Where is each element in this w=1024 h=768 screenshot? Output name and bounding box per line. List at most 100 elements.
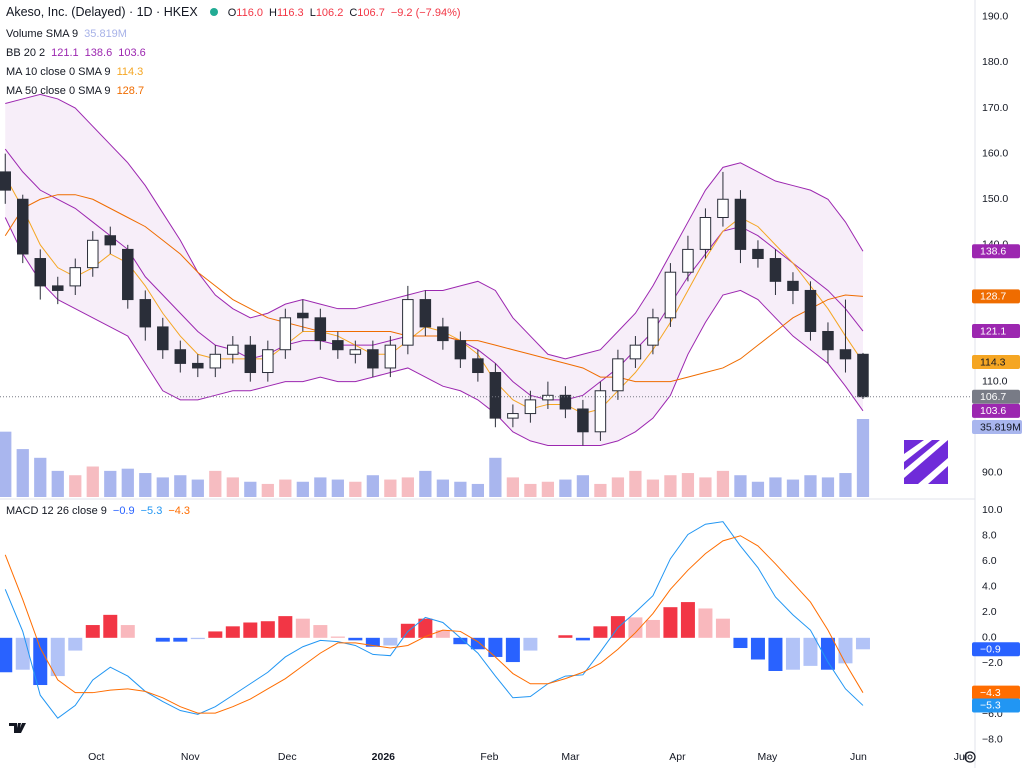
macd-title: MACD 12 26 close 9 xyxy=(6,505,107,517)
indicator-value: 128.7 xyxy=(116,85,145,97)
ohlc-label: C xyxy=(349,7,358,19)
volume-bar xyxy=(209,470,222,497)
candle-body xyxy=(647,317,659,346)
macd-histogram-bar xyxy=(295,618,310,638)
price-badge-label: 35.819M xyxy=(980,421,1021,433)
macd-histogram-bar xyxy=(155,637,170,642)
macd-histogram-bar xyxy=(750,637,765,660)
x-tick-label: Nov xyxy=(181,751,200,763)
volume-bar xyxy=(191,479,204,497)
candle-body xyxy=(262,349,274,374)
macd-histogram-bar xyxy=(278,616,293,638)
ma-line xyxy=(4,176,864,415)
indicator-row: BB 20 2 121.1 138.6 103.6 xyxy=(6,44,152,63)
volume-bar xyxy=(524,483,537,497)
y-tick-label: 8.0 xyxy=(982,530,997,542)
volume-bar xyxy=(629,470,642,497)
x-tick-label: Mar xyxy=(561,751,580,763)
candle-body xyxy=(122,248,134,301)
candle-body xyxy=(314,317,327,342)
candle-body xyxy=(752,248,764,260)
symbol-title: Akeso, Inc. (Delayed) · 1D · HKEX xyxy=(6,5,198,19)
macd-histogram-bar xyxy=(838,637,853,664)
macd-histogram-bar xyxy=(0,637,13,673)
indicator-value: 103.6 xyxy=(118,47,146,59)
macd-histogram-bar xyxy=(435,630,450,638)
watermark-icon xyxy=(904,440,948,484)
candle-body xyxy=(507,413,519,419)
volume-bar xyxy=(646,479,660,497)
macd-histogram-bar xyxy=(243,622,258,638)
candle-body xyxy=(139,299,152,328)
volume-bar xyxy=(489,457,502,497)
y-tick-label: 4.0 xyxy=(982,581,997,593)
price-badge xyxy=(972,403,1020,418)
volume-bar xyxy=(279,479,292,497)
macd-histogram-bar xyxy=(330,636,345,638)
candle-body xyxy=(279,317,292,351)
macd-histogram-bar xyxy=(260,621,275,638)
price-badge-label: 114.3 xyxy=(980,356,1006,368)
volume-bar xyxy=(86,466,99,497)
macd-histogram-bar xyxy=(173,637,188,642)
macd-value: −4.3 xyxy=(168,505,191,517)
volume-bar xyxy=(0,431,12,497)
candle-body xyxy=(612,358,624,392)
volume-bar xyxy=(349,481,362,497)
macd-histogram-bar xyxy=(488,637,503,657)
candle-body xyxy=(682,248,694,273)
price-badge-label: −4.3 xyxy=(980,687,1001,699)
candle-body xyxy=(34,258,47,287)
ohlc-value: 116.0 xyxy=(236,7,264,19)
volume-bar xyxy=(139,473,152,497)
x-tick-label: Jun xyxy=(850,751,867,763)
volume-bar xyxy=(226,477,239,497)
macd-line xyxy=(4,521,864,719)
candle-body xyxy=(52,285,64,291)
x-tick-label: 2026 xyxy=(372,751,396,763)
candle-body xyxy=(0,171,12,191)
macd-histogram-bar xyxy=(523,637,538,651)
ohlc-value: 106.7 xyxy=(357,7,385,19)
symbol-legend: Akeso, Inc. (Delayed) · 1D · HKEX O116.0 H… xyxy=(6,5,467,19)
gear[interactable] xyxy=(964,751,976,763)
macd-histogram-bar xyxy=(68,637,83,651)
volume-bar xyxy=(821,477,835,497)
indicator-value: 114.3 xyxy=(116,66,144,78)
candle-body xyxy=(209,353,222,369)
macd-histogram-bar xyxy=(715,618,730,638)
macd-histogram-bar xyxy=(33,637,48,686)
y-tick-label: 2.0 xyxy=(982,606,997,618)
candle-body xyxy=(454,340,467,360)
volume-bar xyxy=(699,477,712,497)
volume-bar xyxy=(51,470,64,497)
macd-histogram-bar xyxy=(348,637,363,641)
macd-line xyxy=(4,535,864,714)
y-tick-label: 160.0 xyxy=(982,147,1008,159)
gear-hub[interactable] xyxy=(967,754,973,760)
candle-body xyxy=(664,271,677,319)
candle-body xyxy=(577,408,589,433)
volume-bar xyxy=(856,419,870,497)
volume-bar xyxy=(839,473,852,497)
y-tick-label: 90.0 xyxy=(982,467,1003,479)
candle-body xyxy=(332,340,344,351)
price-badge xyxy=(972,289,1020,304)
candle-body xyxy=(804,289,817,332)
indicator-value: 121.1 xyxy=(51,47,79,59)
x-tick-label: Apr xyxy=(669,751,686,763)
x-tick-label: Oct xyxy=(88,751,104,763)
settings-icon[interactable] xyxy=(964,751,976,763)
indicator-name: Volume SMA 9 xyxy=(6,28,79,40)
volume-bar xyxy=(594,483,607,497)
macd-histogram-bar xyxy=(645,619,660,638)
candle-body xyxy=(542,394,554,401)
ohlc-label: L xyxy=(309,7,316,19)
candle-body xyxy=(822,330,834,351)
price-badge-label: 106.7 xyxy=(980,391,1006,403)
macd-histogram-bar xyxy=(855,637,870,650)
logo-mark xyxy=(9,723,26,733)
indicator-name: MA 10 close 0 SMA 9 xyxy=(6,66,111,78)
candle-body xyxy=(857,353,869,398)
